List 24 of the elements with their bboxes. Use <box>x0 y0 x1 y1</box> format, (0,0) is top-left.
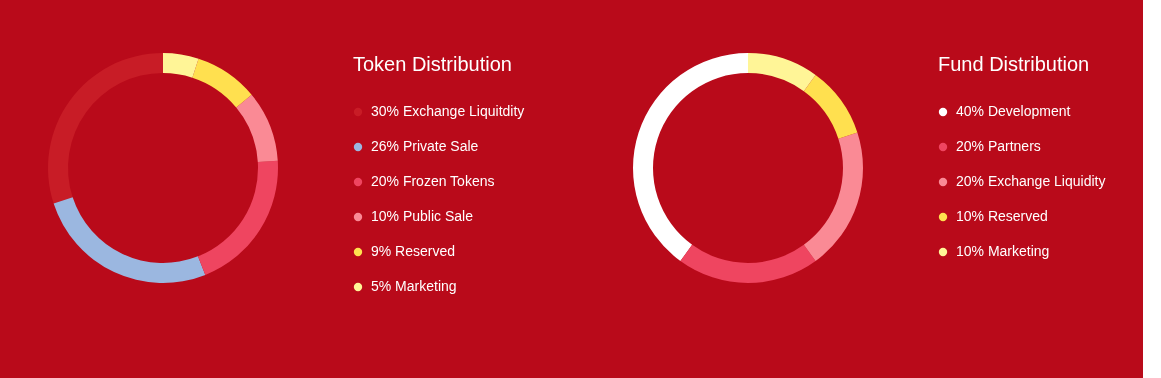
legend-label: 26% Private Sale <box>371 138 479 154</box>
donut-slice <box>53 197 206 283</box>
legend-label: 20% Partners <box>956 138 1041 154</box>
legend-label: 30% Exchange Liquitdity <box>371 103 525 119</box>
chart-title: Token Distribution <box>353 53 512 75</box>
legend-label: 9% Reserved <box>371 243 456 259</box>
legend-label: 10% Marketing <box>956 243 1050 259</box>
donut-slice <box>48 53 163 204</box>
donut-slice <box>192 58 252 108</box>
chart-title: Fund Distribution <box>938 53 1090 75</box>
donut-slice <box>748 53 816 92</box>
donut-slice <box>633 53 748 262</box>
legend-label: 40% Development <box>956 103 1071 119</box>
donut-slice <box>803 74 858 139</box>
donut-slice <box>803 132 863 262</box>
legend-label: 20% Frozen Tokens <box>371 173 495 189</box>
donut-slice <box>197 160 278 275</box>
legend-label: 10% Reserved <box>956 208 1048 224</box>
legend-label: 20% Exchange Liquidity <box>956 173 1106 189</box>
donut-slice <box>236 94 278 163</box>
legend-label: 5% Marketing <box>371 278 457 294</box>
donut-slice <box>680 244 816 283</box>
legend-label: 10% Public Sale <box>371 208 474 224</box>
donut-slice <box>163 53 199 78</box>
